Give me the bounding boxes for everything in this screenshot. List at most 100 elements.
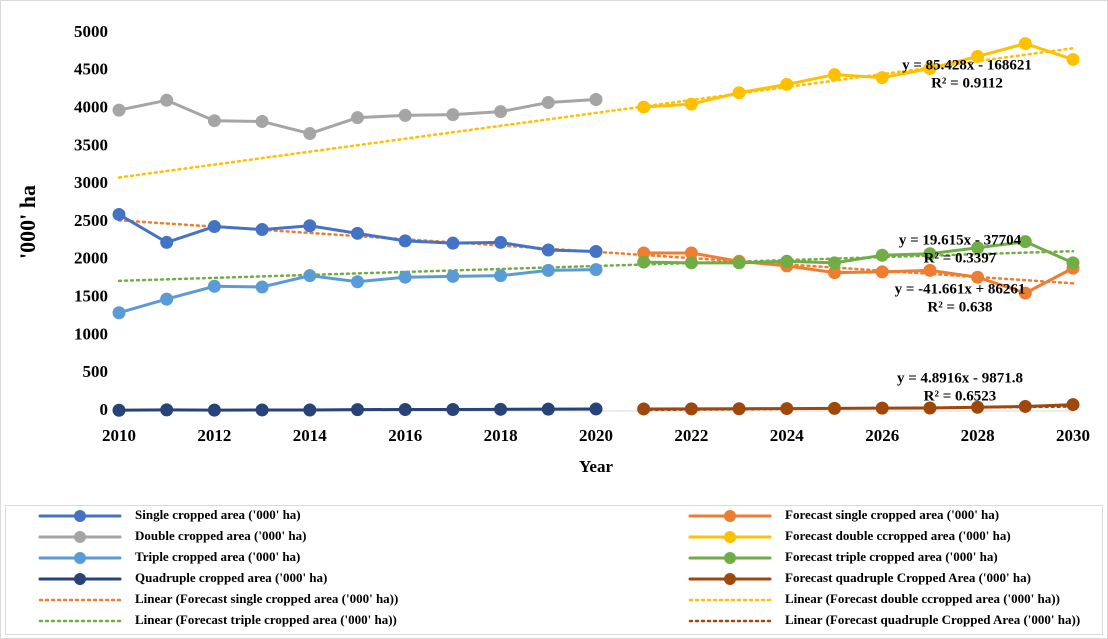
data-point [637,100,651,114]
x-tick-label: 2016 [388,426,422,445]
data-point [971,270,985,284]
x-axis-title: Year [579,457,613,476]
data-point [446,108,460,122]
y-tick-label: 500 [83,362,109,381]
data-point [732,402,746,416]
legend-marker [724,552,736,564]
legend-label: Linear (Forecast double ccropped area ('… [785,591,1060,606]
data-point [780,77,794,91]
data-point [207,114,221,128]
data-point [541,263,555,277]
data-point [541,243,555,257]
series-line [642,403,1075,411]
legend-label: Double cropped area ('000' ha) [135,528,306,543]
x-tick-label: 2028 [961,426,995,445]
legend-label: Forecast single cropped area ('000' ha) [785,507,999,522]
y-tick-label: 4500 [74,60,108,79]
data-point [684,97,698,111]
x-tick-label: 2018 [484,426,518,445]
data-point [589,263,603,277]
data-point [494,105,508,119]
legend-label: Single cropped area ('000' ha) [135,507,301,522]
y-tick-label: 5000 [74,22,108,41]
data-point [541,402,555,416]
data-point [684,402,698,416]
trend-equation: y = 19.615x - 37704 [899,232,1022,248]
data-point [446,402,460,416]
y-tick-label: 2500 [74,211,108,230]
data-point [637,402,651,416]
x-tick-label: 2014 [293,426,328,445]
legend-marker [74,531,86,543]
data-point [112,207,126,221]
data-point [446,269,460,283]
data-point [112,306,126,320]
y-tick-label: 2000 [74,249,108,268]
data-point [875,248,889,262]
y-tick-label: 4000 [74,98,108,117]
x-tick-label: 2010 [102,426,136,445]
trend-equation: y = -41.661x + 86261 [895,281,1026,297]
data-point [637,255,651,269]
data-point [303,127,317,141]
data-point [351,111,364,125]
legend-border [5,505,1103,635]
legend-label: Quadruple cropped area ('000' ha) [135,570,327,585]
series-line [642,251,1075,295]
data-point [303,269,317,283]
trend-equation: y = 85.428x - 168621 [902,57,1032,73]
trend-equation: R² = 0.638 [927,299,992,315]
data-point [589,402,603,416]
data-point [494,235,508,249]
legend-label: Linear (Forecast triple cropped area ('0… [135,612,397,627]
trend-equation: R² = 0.9112 [931,75,1003,91]
data-point [160,403,174,417]
legend-marker [724,573,736,585]
data-point [255,280,269,294]
data-point [828,256,841,270]
data-point [971,241,985,255]
trend-equation: y = 4.8916x - 9871.8 [897,370,1023,386]
data-point [1018,286,1032,300]
data-point [1066,52,1080,66]
data-point [589,244,603,258]
data-point [160,93,174,107]
data-point [303,219,317,233]
data-point [541,96,555,110]
data-point [923,247,937,261]
trend-equation: R² = 0.3397 [924,250,997,266]
data-point [732,256,746,270]
data-point [351,275,364,289]
x-tick-label: 2012 [197,426,231,445]
data-point [207,279,221,293]
legend-label: Forecast quadruple Cropped Area ('000' h… [785,570,1031,585]
data-point [351,403,364,417]
legend-label: Linear (Forecast single cropped area ('0… [135,591,398,606]
data-point [1018,235,1032,249]
data-point [207,403,221,417]
x-tick-label: 2030 [1056,426,1090,445]
data-point [494,269,508,283]
data-point [255,114,269,128]
data-point [1018,37,1032,51]
data-point [923,263,937,277]
data-point [589,93,603,107]
data-point [875,401,889,415]
data-point [923,62,937,76]
legend-label: Forecast triple cropped area ('000' ha) [785,549,998,564]
data-point [398,402,412,416]
data-point [875,265,889,279]
data-point [303,403,317,417]
legend-marker [74,552,86,564]
data-point [160,292,174,306]
trend-line [117,47,1075,179]
y-tick-label: 0 [100,400,109,419]
data-point [112,403,126,417]
legend-marker [724,531,736,543]
y-tick-label: 3500 [74,135,108,154]
data-point [780,402,794,416]
data-point [351,226,364,240]
x-tick-label: 2024 [770,426,805,445]
data-point [112,103,126,117]
